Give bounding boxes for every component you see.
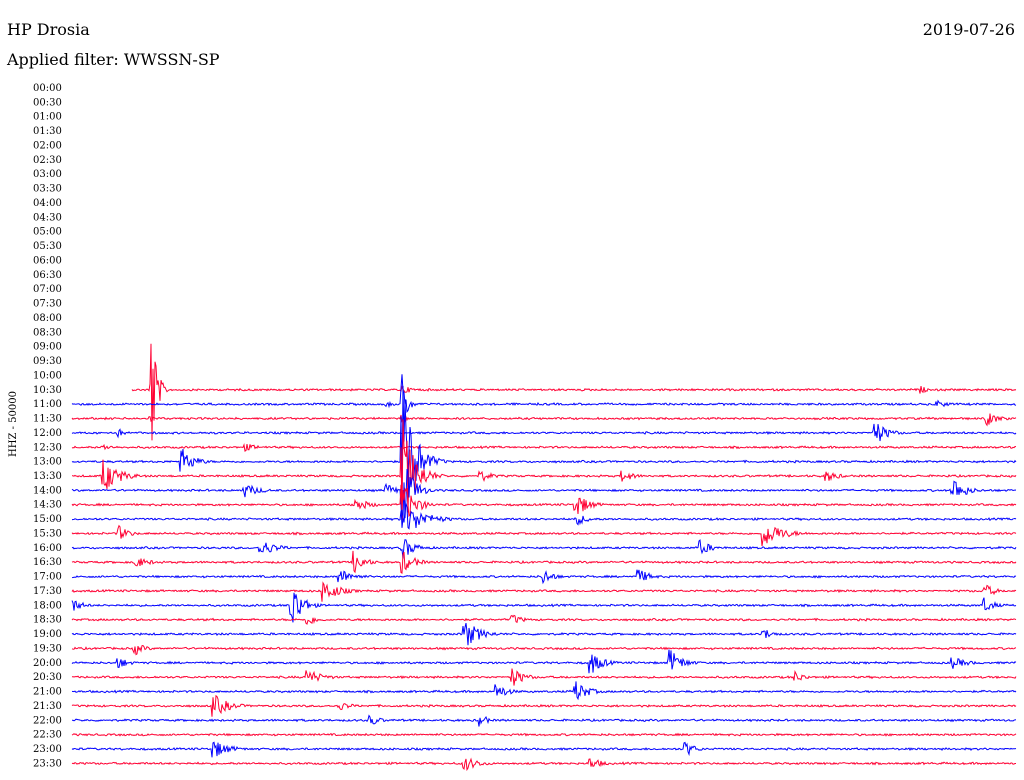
trace-row-1300 [71,385,1017,490]
row-label-0030: 00:30 [33,97,62,108]
trace-row-2230 [71,732,1017,737]
trace-row-1200 [71,423,1017,442]
row-label-2300: 23:00 [33,744,62,755]
row-label-1130: 11:30 [33,414,62,425]
trace-row-2130 [71,694,1017,717]
row-label-0900: 09:00 [33,342,62,353]
row-label-1930: 19:30 [33,643,62,654]
row-label-2000: 20:00 [33,658,62,669]
trace-row-2200 [72,714,1017,727]
trace-row-1700 [71,569,1017,585]
row-label-1300: 13:00 [33,457,62,468]
trace-row-2030 [71,668,1017,686]
trace-row-1230 [71,443,1017,452]
trace-row-1930 [71,644,1017,656]
row-label-0730: 07:30 [33,299,62,310]
row-label-0130: 01:30 [33,126,62,137]
row-label-0830: 08:30 [33,327,62,338]
row-label-0430: 04:30 [33,212,62,223]
trace-row-2330 [71,757,1016,772]
row-label-1030: 10:30 [33,385,62,396]
row-label-2200: 22:00 [33,715,62,726]
row-label-2330: 23:30 [33,758,62,769]
row-label-2100: 21:00 [33,687,62,698]
row-label-0000: 00:00 [33,83,62,94]
row-label-1230: 12:30 [33,442,62,453]
row-label-1600: 16:00 [33,543,62,554]
row-label-1400: 14:00 [33,485,62,496]
row-label-0700: 07:00 [33,284,62,295]
row-label-0400: 04:00 [33,198,62,209]
trace-row-1130 [71,413,1017,427]
row-label-0530: 05:30 [33,241,62,252]
row-label-1500: 15:00 [33,514,62,525]
trace-row-1800 [71,592,1017,623]
station-name: HP Drosia [7,20,90,39]
row-label-1630: 16:30 [33,557,62,568]
trace-row-1600 [71,539,1017,559]
seismic-traces [71,343,1017,772]
row-label-0930: 09:30 [33,356,62,367]
trace-row-1030 [131,343,1017,441]
recording-date: 2019-07-26 [922,20,1015,39]
trace-row-1530 [71,524,1017,547]
row-label-1800: 18:00 [33,600,62,611]
channel-axis-label: HHZ - 50000 [8,391,19,457]
row-label-1900: 19:00 [33,629,62,640]
row-label-0630: 06:30 [33,270,62,281]
row-label-0200: 02:00 [33,140,62,151]
trace-row-1100 [71,374,1017,413]
row-label-1330: 13:30 [33,471,62,482]
row-label-2130: 21:30 [33,701,62,712]
row-label-1200: 12:00 [33,428,62,439]
row-label-0100: 01:00 [33,112,62,123]
row-label-1430: 14:30 [33,500,62,511]
trace-row-1900 [71,622,1017,646]
row-label-1700: 17:00 [33,572,62,583]
trace-row-2300 [71,741,1017,758]
trace-row-1330 [72,419,1017,521]
trace-row-1630 [71,550,1017,574]
trace-row-1430 [71,484,1017,518]
row-label-1530: 15:30 [33,528,62,539]
applied-filter: Applied filter: WWSSN-SP [7,50,220,69]
trace-row-1730 [71,581,1017,602]
row-label-0800: 08:00 [33,313,62,324]
row-label-0330: 03:30 [33,184,62,195]
row-label-0230: 02:30 [33,155,62,166]
trace-row-2000 [71,649,1017,674]
trace-row-1500 [71,503,1017,530]
row-label-1100: 11:00 [33,399,62,410]
row-label-1730: 17:30 [33,586,62,597]
row-label-0500: 05:00 [33,227,62,238]
row-label-0300: 03:00 [33,169,62,180]
row-time-labels: 00:00 00:30 01:00 01:30 02:00 02:30 03:00 03:30… [33,83,62,769]
trace-row-1830 [71,614,1017,625]
trace-row-2100 [71,681,1017,701]
row-label-1000: 10:00 [33,370,62,381]
row-label-2230: 22:30 [33,730,62,741]
trace-row-1400 [71,468,1017,528]
row-label-2030: 20:30 [33,672,62,683]
row-label-0600: 06:00 [33,255,62,266]
row-label-1830: 18:30 [33,615,62,626]
